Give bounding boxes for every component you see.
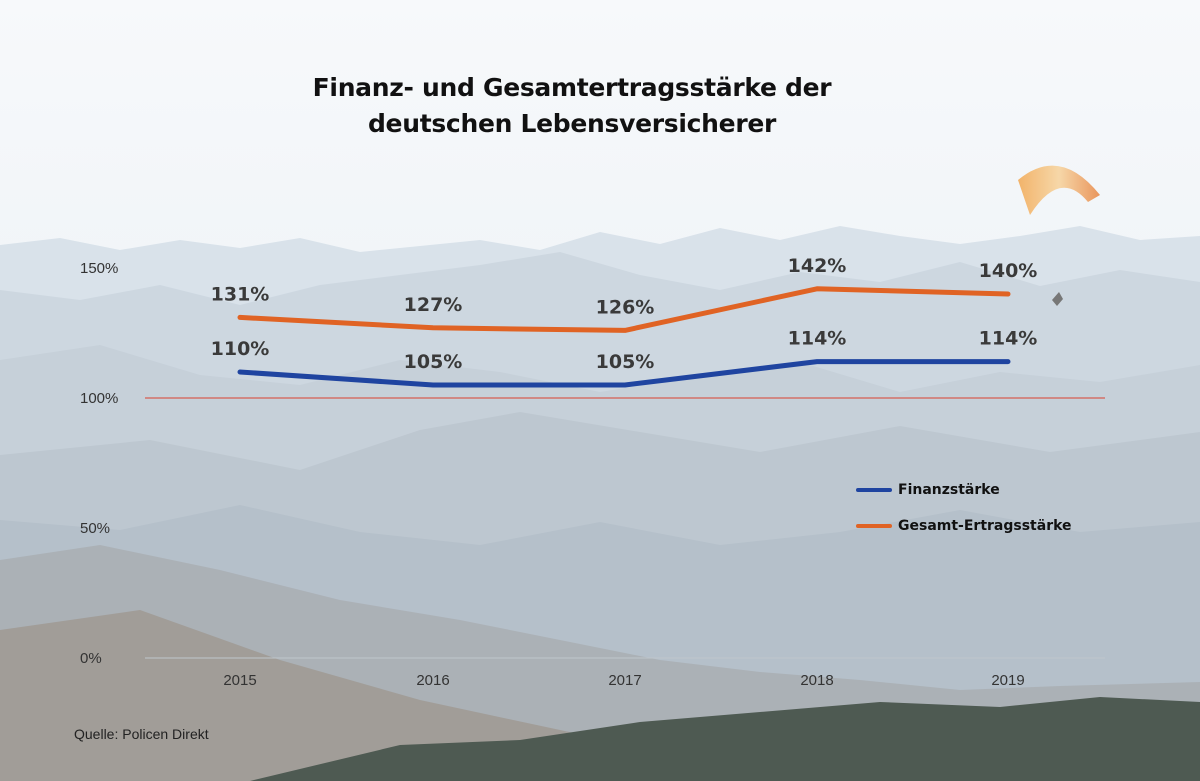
y-tick-label: 0% bbox=[80, 650, 102, 667]
x-tick-label: 2017 bbox=[608, 672, 641, 689]
data-label: 114% bbox=[788, 328, 847, 350]
legend-label-finanzstaerke: Finanzstärke bbox=[898, 482, 1000, 498]
chart-title: Finanz- und Gesamtertragsstärke der deut… bbox=[200, 70, 944, 142]
legend-swatch-gesamt-ertragsstaerke bbox=[856, 524, 892, 528]
data-label: 105% bbox=[596, 351, 655, 373]
chart-title-line2: deutschen Lebensversicherer bbox=[367, 109, 777, 138]
source-note: Quelle: Policen Direkt bbox=[74, 726, 209, 742]
data-label: 142% bbox=[788, 255, 847, 277]
legend-label-gesamt-ertragsstaerke: Gesamt-Ertragsstärke bbox=[898, 518, 1072, 534]
y-tick-label: 50% bbox=[80, 520, 110, 537]
chart-title-line1: Finanz- und Gesamtertragsstärke der bbox=[312, 73, 832, 102]
y-tick-label: 100% bbox=[80, 390, 118, 407]
y-tick-label: 150% bbox=[80, 260, 118, 277]
x-tick-label: 2019 bbox=[991, 672, 1024, 689]
x-tick-label: 2016 bbox=[416, 672, 449, 689]
x-tick-label: 2015 bbox=[223, 672, 256, 689]
series-line-1 bbox=[237, 286, 1011, 333]
data-label: 131% bbox=[211, 283, 270, 305]
data-label: 127% bbox=[404, 294, 463, 316]
series-line-0 bbox=[237, 359, 1011, 388]
data-label: 114% bbox=[979, 328, 1038, 350]
data-label: 110% bbox=[211, 338, 270, 360]
legend: Finanzstärke Gesamt-Ertragsstärke bbox=[856, 480, 1072, 552]
legend-item-finanzstaerke: Finanzstärke bbox=[856, 480, 1072, 500]
legend-item-gesamt-ertragsstaerke: Gesamt-Ertragsstärke bbox=[856, 516, 1072, 536]
data-label: 126% bbox=[596, 296, 655, 318]
x-tick-label: 2018 bbox=[800, 672, 833, 689]
data-label: 140% bbox=[979, 260, 1038, 282]
data-label: 105% bbox=[404, 351, 463, 373]
legend-swatch-finanzstaerke bbox=[856, 488, 892, 492]
